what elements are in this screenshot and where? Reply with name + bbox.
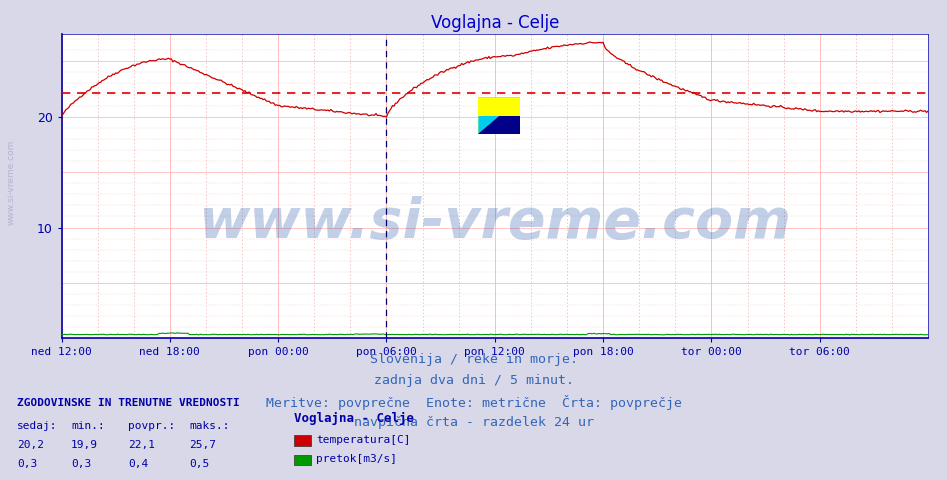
Text: 0,3: 0,3	[17, 459, 37, 469]
Text: www.si-vreme.com: www.si-vreme.com	[7, 140, 16, 225]
Text: 0,3: 0,3	[71, 459, 91, 469]
Text: navpična črta - razdelek 24 ur: navpična črta - razdelek 24 ur	[353, 416, 594, 429]
Text: 0,5: 0,5	[189, 459, 209, 469]
Text: Meritve: povprečne  Enote: metrične  Črta: povprečje: Meritve: povprečne Enote: metrične Črta:…	[265, 395, 682, 410]
Text: zadnja dva dni / 5 minut.: zadnja dva dni / 5 minut.	[373, 374, 574, 387]
Text: pretok[m3/s]: pretok[m3/s]	[316, 454, 398, 464]
Text: www.si-vreme.com: www.si-vreme.com	[198, 195, 792, 250]
Text: Voglajna - Celje: Voglajna - Celje	[294, 412, 414, 425]
Text: 0,4: 0,4	[128, 459, 148, 469]
Polygon shape	[478, 97, 520, 134]
Text: povpr.:: povpr.:	[128, 420, 175, 431]
Polygon shape	[478, 97, 520, 116]
Polygon shape	[478, 97, 520, 134]
Polygon shape	[478, 97, 520, 134]
Text: maks.:: maks.:	[189, 420, 230, 431]
Text: sedaj:: sedaj:	[17, 420, 58, 431]
Text: 25,7: 25,7	[189, 440, 217, 450]
Text: 19,9: 19,9	[71, 440, 98, 450]
Text: temperatura[C]: temperatura[C]	[316, 435, 411, 445]
Text: Slovenija / reke in morje.: Slovenija / reke in morje.	[369, 353, 578, 366]
Text: 20,2: 20,2	[17, 440, 45, 450]
Text: 22,1: 22,1	[128, 440, 155, 450]
Text: ZGODOVINSKE IN TRENUTNE VREDNOSTI: ZGODOVINSKE IN TRENUTNE VREDNOSTI	[17, 397, 240, 408]
Title: Voglajna - Celje: Voglajna - Celje	[431, 14, 559, 32]
Polygon shape	[478, 97, 520, 116]
Text: min.:: min.:	[71, 420, 105, 431]
